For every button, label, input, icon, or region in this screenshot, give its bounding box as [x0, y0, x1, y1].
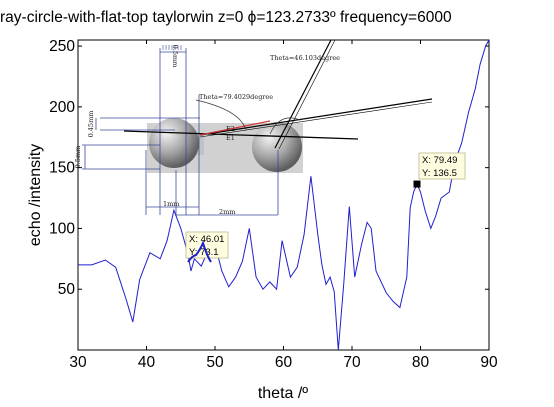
- datatip-y: Y: 73.1: [189, 247, 219, 258]
- angle-arc: [269, 117, 301, 135]
- angle-arc: [195, 99, 247, 131]
- inset-label-e2: E2: [226, 125, 235, 133]
- ray-line: [199, 101, 433, 138]
- datatip-x: X: 46.01: [189, 234, 224, 245]
- inset-label-dim-bottom2: 2mm: [219, 208, 235, 216]
- ray-line-red: [199, 120, 271, 136]
- sphere-left: [149, 118, 199, 168]
- ray-line: [199, 98, 433, 136]
- y-tick-label: 100: [49, 220, 75, 237]
- datatips: X: 46.01 Y: 73.1 X: 79.49 Y: 136.5: [185, 152, 466, 263]
- datatip-box: [418, 152, 466, 180]
- x-tick-label: 60: [275, 354, 293, 371]
- datatip-y: Y: 136.5: [422, 168, 457, 179]
- series-layer: [78, 39, 490, 351]
- ray-line: [278, 39, 336, 150]
- chart-title: ray-circle-with-flat-top taylorwin z=0 ϕ…: [0, 9, 452, 26]
- series-line: [78, 39, 490, 351]
- y-tick-label: 200: [49, 99, 75, 116]
- ray-line: [123, 130, 359, 140]
- inset-label-dim-left1: 0.45mm: [87, 111, 95, 138]
- inset-label-dim-top: 0.5mm: [171, 45, 179, 68]
- inset-label-theta2: Theta=79.4029degree: [199, 93, 273, 101]
- ray-line: [274, 39, 332, 149]
- x-tick-label: 30: [69, 354, 87, 371]
- y-tick-label: 250: [49, 38, 75, 55]
- x-tick-label: 40: [138, 354, 156, 371]
- x-tick-label: 80: [412, 354, 430, 371]
- datatip-curve: [187, 240, 212, 263]
- y-axis-label: echo /intensity: [27, 144, 44, 246]
- sphere-right: [252, 122, 302, 172]
- datatip-marker: [413, 180, 421, 188]
- x-axis-label: theta /º: [258, 385, 308, 402]
- x-tick-label: 70: [343, 354, 361, 371]
- datatip-x: X: 79.49: [422, 155, 457, 166]
- plot-frame: [77, 39, 490, 351]
- inset-label-theta1: Theta=46.103degree: [270, 54, 340, 62]
- x-tick-label: 50: [206, 354, 224, 371]
- diagram-inset: Theta=46.103degree Theta=79.4029degree E2E…: [74, 39, 433, 216]
- x-tick-label: 90: [480, 354, 498, 371]
- inset-label-dim-bottom1: 1mm: [163, 200, 179, 208]
- inset-label-e1: E1: [226, 134, 235, 142]
- y-tick-label: 50: [58, 281, 76, 298]
- axis-ticks: 30 40 50 60 70 80 90 50 100 150 200 250: [49, 38, 498, 371]
- y-tick-label: 150: [49, 160, 75, 177]
